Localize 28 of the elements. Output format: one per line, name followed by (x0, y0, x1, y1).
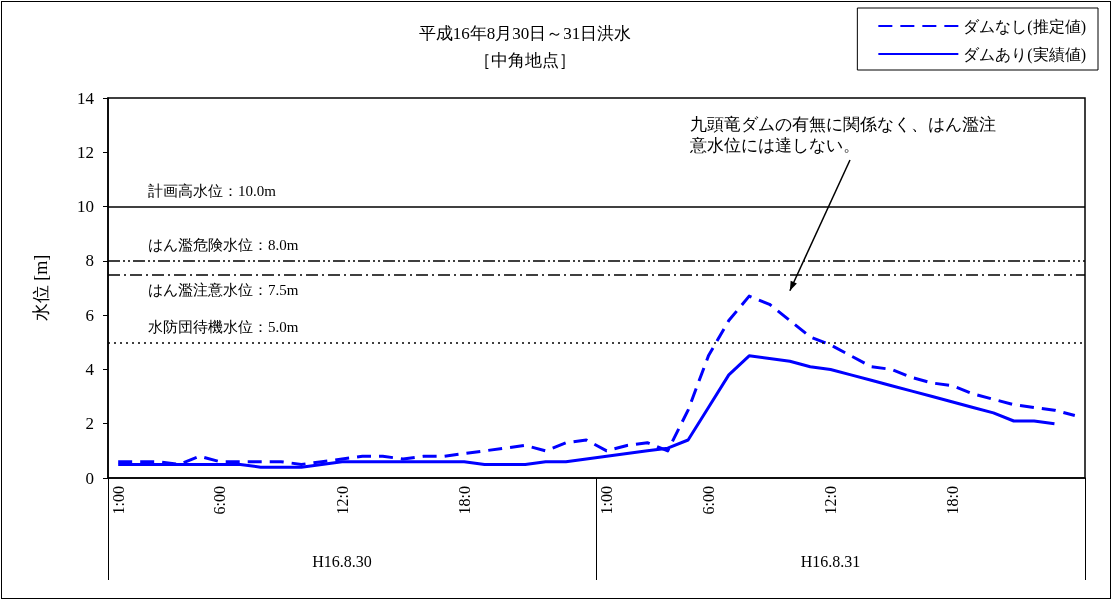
ref-line-label: 水防団待機水位：5.0m (148, 318, 299, 335)
y-tick-label: 0 (85, 468, 94, 488)
y-tick-label: 12 (77, 142, 94, 162)
legend-label: ダムあり(実績値) (963, 45, 1086, 64)
y-axis-title: 水位 [m] (31, 254, 51, 322)
legend-label: ダムなし(推定値) (963, 17, 1086, 36)
x-tick-label: 6:00 (699, 486, 717, 515)
x-tick-label: 18:0 (455, 486, 473, 515)
x-tick-label: 1:00 (109, 486, 127, 515)
y-tick-label: 6 (85, 305, 94, 325)
x-tick-label: 18:0 (944, 486, 962, 515)
ref-line-label: 計画高水位：10.0m (148, 183, 277, 200)
y-tick-label: 10 (77, 197, 94, 217)
y-tick-label: 14 (77, 88, 95, 108)
x-tick-label: 6:00 (211, 486, 229, 515)
ref-line-label: はん濫危険水位：8.0m (148, 237, 299, 254)
x-tick-label: 12:0 (822, 486, 840, 515)
y-tick-label: 4 (85, 359, 95, 379)
chart-subtitle: ［中角地点］ (474, 51, 576, 70)
text: H16.8.31 (800, 552, 861, 570)
y-tick-label: 2 (85, 414, 94, 434)
annotation: 九頭竜ダムの有無に関係なく、はん濫注意水位には達しない。 (689, 115, 996, 155)
ref-line-label: はん濫注意水位：7.5m (148, 281, 299, 298)
chart-title: 平成16年8月30日～31日洪水 (418, 24, 632, 43)
text: H16.8.30 (312, 552, 372, 570)
x-tick-label: 12:0 (333, 486, 351, 515)
x-tick-label: 1:00 (598, 486, 616, 515)
y-tick-label: 8 (85, 251, 94, 271)
